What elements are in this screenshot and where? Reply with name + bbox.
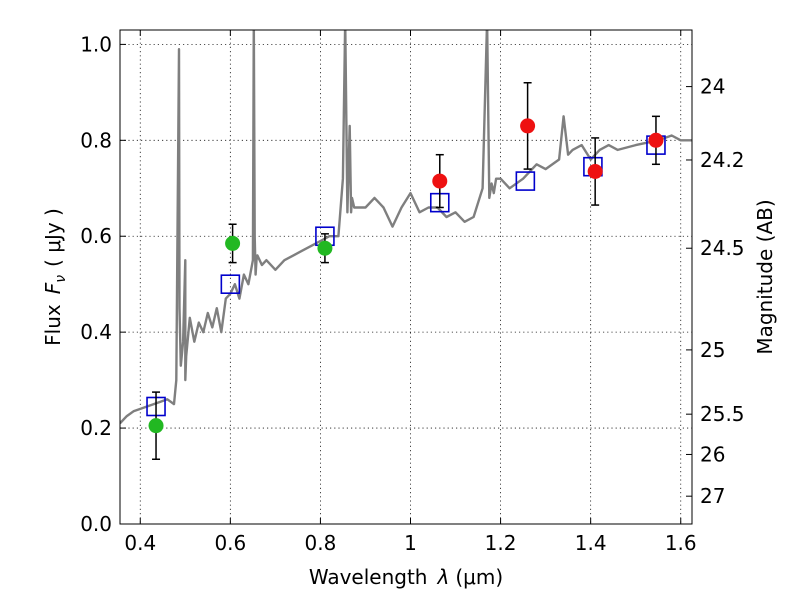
model-square-marker xyxy=(515,171,536,191)
x-axis-label-text: Wavelength xyxy=(309,565,428,589)
y-tick-label: 0.0 xyxy=(80,512,112,536)
y-tick-label: 0.6 xyxy=(80,224,112,248)
spectrum-line xyxy=(120,30,692,425)
plot-frame xyxy=(119,29,693,525)
x-tick-label: 1.2 xyxy=(485,531,517,555)
tick-layer: 0.4 0.6 0.8 1 1.2 1.4 1.6 0.0 0.2 0.4 0.6 0.8 1.0 24 2… xyxy=(80,30,745,555)
y2-tick-label: 24.2 xyxy=(700,148,745,172)
y2-tick-label: 26 xyxy=(700,442,725,466)
y2-tick-label: 24 xyxy=(700,75,725,99)
x-tick-label: 1.4 xyxy=(575,531,607,555)
photometry-point xyxy=(432,173,448,189)
grid-layer xyxy=(120,30,692,525)
y2-axis-label: Magnitude (AB) xyxy=(753,199,777,354)
photometry-point xyxy=(520,118,536,134)
x-tick-label: 1 xyxy=(404,531,417,555)
y-axis-label-unit: ( μJy ) xyxy=(41,208,65,267)
photometry-point xyxy=(225,235,241,251)
marker-layer xyxy=(146,82,666,461)
y2-tick-label: 25 xyxy=(700,338,725,362)
y-axis-label-text: Flux xyxy=(41,304,65,346)
spectrum-layer xyxy=(120,30,692,425)
y-tick-label: 0.4 xyxy=(80,320,112,344)
photometry-point xyxy=(148,418,164,434)
y-axis-label-subscript: ν xyxy=(53,275,69,283)
y2-tick-label: 27 xyxy=(700,484,725,508)
x-tick-label: 1.6 xyxy=(665,531,697,555)
y-tick-label: 1.0 xyxy=(80,32,112,56)
x-axis-label-symbol: λ xyxy=(437,565,450,589)
photometry-point xyxy=(317,240,333,256)
x-tick-label: 0.6 xyxy=(214,531,246,555)
photometry-point xyxy=(587,163,603,179)
x-axis-label-unit: (μm) xyxy=(455,565,503,589)
y-axis-label: Flux Fν ( μJy ) xyxy=(41,208,69,346)
photometry-point xyxy=(648,132,664,148)
y-tick-label: 0.2 xyxy=(80,416,112,440)
x-axis-label: Wavelength λ (μm) xyxy=(309,565,503,589)
y2-tick-label: 25.5 xyxy=(700,402,745,426)
x-tick-label: 0.4 xyxy=(124,531,156,555)
y2-tick-label: 24.5 xyxy=(700,236,745,260)
x-tick-label: 0.8 xyxy=(305,531,337,555)
y-axis-label-symbol: F xyxy=(41,282,65,294)
y-tick-label: 0.8 xyxy=(80,128,112,152)
model-square-marker xyxy=(220,274,241,294)
